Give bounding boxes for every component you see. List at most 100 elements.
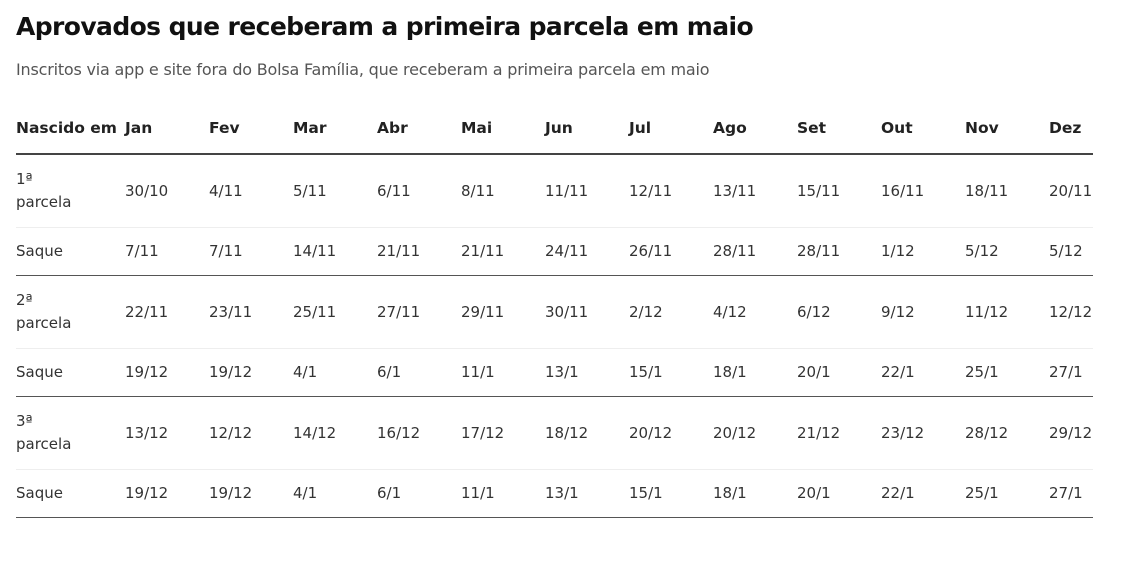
table-cell: 28/11 bbox=[797, 227, 881, 276]
table-cell: 20/1 bbox=[797, 348, 881, 397]
table-row-parcela: 1ª parcela 30/10 4/11 5/11 6/11 8/11 11/11 12/1… bbox=[16, 154, 1093, 228]
table-cell: 6/11 bbox=[377, 154, 461, 228]
table-cell: 20/1 bbox=[797, 469, 881, 518]
table-cell: 19/12 bbox=[125, 348, 209, 397]
table-cell: 28/12 bbox=[965, 396, 1049, 470]
table-cell: 29/11 bbox=[461, 275, 545, 349]
table-cell: 6/1 bbox=[377, 469, 461, 518]
row-label: 3ª parcela bbox=[16, 396, 125, 470]
table-cell: 13/1 bbox=[545, 348, 629, 397]
table-cell: 28/11 bbox=[713, 227, 797, 276]
table-cell: 25/11 bbox=[293, 275, 377, 349]
table-cell: 18/12 bbox=[545, 396, 629, 470]
column-header-mar: Mar bbox=[293, 115, 377, 155]
table-cell: 2/12 bbox=[629, 275, 713, 349]
row-label: 2ª parcela bbox=[16, 275, 125, 349]
column-header-jul: Jul bbox=[629, 115, 713, 155]
row-label: Saque bbox=[16, 469, 125, 518]
table-cell: 15/1 bbox=[629, 469, 713, 518]
column-header-ago: Ago bbox=[713, 115, 797, 155]
table-cell: 6/12 bbox=[797, 275, 881, 349]
table-cell: 22/1 bbox=[881, 348, 965, 397]
table-cell: 25/1 bbox=[965, 469, 1049, 518]
table-cell: 20/12 bbox=[713, 396, 797, 470]
table-cell: 18/11 bbox=[965, 154, 1049, 228]
table-cell: 7/11 bbox=[125, 227, 209, 276]
table-cell: 15/11 bbox=[797, 154, 881, 228]
table-cell: 23/11 bbox=[209, 275, 293, 349]
table-cell: 17/12 bbox=[461, 396, 545, 470]
row-label: Saque bbox=[16, 227, 125, 276]
column-header-fev: Fev bbox=[209, 115, 293, 155]
table-row-saque: Saque 19/12 19/12 4/1 6/1 11/1 13/1 15/1 18/1 20/… bbox=[16, 348, 1093, 397]
table-cell: 5/12 bbox=[1049, 227, 1093, 276]
table-cell: 7/11 bbox=[209, 227, 293, 276]
table-cell: 11/11 bbox=[545, 154, 629, 228]
column-header-abr: Abr bbox=[377, 115, 461, 155]
table-cell: 20/11 bbox=[1049, 154, 1093, 228]
column-header-mai: Mai bbox=[461, 115, 545, 155]
column-header-out: Out bbox=[881, 115, 965, 155]
chart-subtitle: Inscritos via app e site fora do Bolsa F… bbox=[16, 60, 710, 79]
table-cell: 27/1 bbox=[1049, 348, 1093, 397]
table-cell: 24/11 bbox=[545, 227, 629, 276]
table-cell: 4/12 bbox=[713, 275, 797, 349]
table-cell: 12/11 bbox=[629, 154, 713, 228]
table-cell: 25/1 bbox=[965, 348, 1049, 397]
table-cell: 21/11 bbox=[377, 227, 461, 276]
table-cell: 16/11 bbox=[881, 154, 965, 228]
table-cell: 14/11 bbox=[293, 227, 377, 276]
table-cell: 8/11 bbox=[461, 154, 545, 228]
table-cell: 4/1 bbox=[293, 348, 377, 397]
table-cell: 14/12 bbox=[293, 396, 377, 470]
table-row-parcela: 3ª parcela 13/12 12/12 14/12 16/12 17/12 18/12… bbox=[16, 396, 1093, 470]
table-cell: 13/11 bbox=[713, 154, 797, 228]
column-header-set: Set bbox=[797, 115, 881, 155]
column-header-born-in: Nascido em bbox=[16, 115, 125, 155]
table-cell: 4/1 bbox=[293, 469, 377, 518]
table-cell: 5/12 bbox=[965, 227, 1049, 276]
table-cell: 6/1 bbox=[377, 348, 461, 397]
table-cell: 11/1 bbox=[461, 348, 545, 397]
table-row-saque: Saque 7/11 7/11 14/11 21/11 21/11 24/11 26/11 28… bbox=[16, 227, 1093, 276]
table-cell: 1/12 bbox=[881, 227, 965, 276]
table-row-saque: Saque 19/12 19/12 4/1 6/1 11/1 13/1 15/1 18/1 20/… bbox=[16, 469, 1093, 518]
table-cell: 21/12 bbox=[797, 396, 881, 470]
table-cell: 5/11 bbox=[293, 154, 377, 228]
table-cell: 13/1 bbox=[545, 469, 629, 518]
table-cell: 19/12 bbox=[209, 469, 293, 518]
table-cell: 19/12 bbox=[209, 348, 293, 397]
table-cell: 19/12 bbox=[125, 469, 209, 518]
table-cell: 9/12 bbox=[881, 275, 965, 349]
table-cell: 26/11 bbox=[629, 227, 713, 276]
row-label: 1ª parcela bbox=[16, 154, 125, 228]
chart-title: Aprovados que receberam a primeira parce… bbox=[16, 12, 754, 41]
table-cell: 30/11 bbox=[545, 275, 629, 349]
table-cell: 21/11 bbox=[461, 227, 545, 276]
table-cell: 27/1 bbox=[1049, 469, 1093, 518]
column-header-jun: Jun bbox=[545, 115, 629, 155]
table-cell: 13/12 bbox=[125, 396, 209, 470]
table-cell: 11/1 bbox=[461, 469, 545, 518]
table-cell: 18/1 bbox=[713, 348, 797, 397]
table-cell: 22/11 bbox=[125, 275, 209, 349]
payment-calendar-table: Nascido em Jan Fev Mar Abr Mai Jun Jul Ago Set Out… bbox=[16, 115, 1093, 518]
table-cell: 18/1 bbox=[713, 469, 797, 518]
table-cell: 16/12 bbox=[377, 396, 461, 470]
table-cell: 12/12 bbox=[1049, 275, 1093, 349]
table-cell: 23/12 bbox=[881, 396, 965, 470]
table-cell: 27/11 bbox=[377, 275, 461, 349]
table-cell: 30/10 bbox=[125, 154, 209, 228]
table-cell: 20/12 bbox=[629, 396, 713, 470]
table-cell: 22/1 bbox=[881, 469, 965, 518]
table-cell: 29/12 bbox=[1049, 396, 1093, 470]
table-cell: 15/1 bbox=[629, 348, 713, 397]
row-label: Saque bbox=[16, 348, 125, 397]
table-row-parcela: 2ª parcela 22/11 23/11 25/11 27/11 29/11 30/11… bbox=[16, 275, 1093, 349]
table-cell: 4/11 bbox=[209, 154, 293, 228]
column-header-jan: Jan bbox=[125, 115, 209, 155]
header-row: Nascido em Jan Fev Mar Abr Mai Jun Jul Ago Set Out… bbox=[16, 115, 1093, 155]
table-cell: 11/12 bbox=[965, 275, 1049, 349]
column-header-dez: Dez bbox=[1049, 115, 1093, 155]
column-header-nov: Nov bbox=[965, 115, 1049, 155]
